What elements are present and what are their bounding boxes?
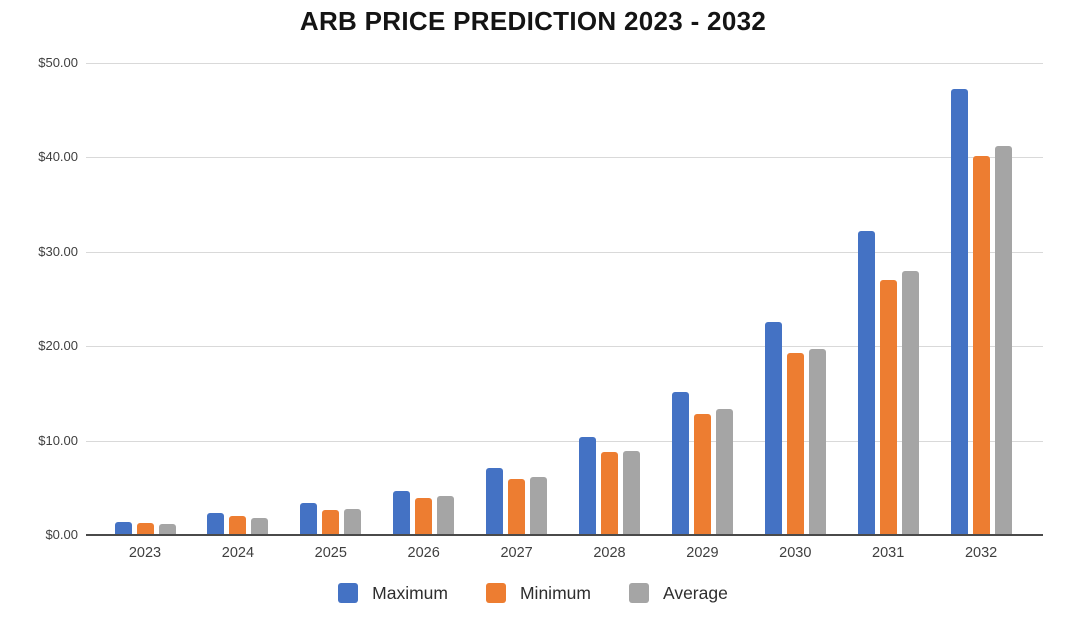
gridline [86,440,1043,442]
y-tick-label: $40.00 [38,149,78,165]
bar-average-2024 [251,518,269,535]
gridline [86,63,1043,64]
y-tick-label: $0.00 [45,527,78,542]
x-tick-label: 2030 [779,545,812,561]
bar-minimum-2029 [693,414,711,535]
y-tick-label: $50.00 [38,55,78,70]
bar-minimum-2025 [322,509,340,535]
bar-maximum-2026 [393,491,411,535]
x-axis-line [86,534,1043,536]
bar-average-2028 [623,450,640,535]
bar-minimum-2024 [229,516,247,535]
gridline [86,251,1043,253]
legend-label-minimum: Minimum [519,582,591,603]
x-tick-label: 2025 [314,545,347,561]
bar-minimum-2030 [786,352,804,535]
bar-minimum-2026 [415,498,433,535]
bar-maximum-2027 [486,467,504,535]
x-tick-label: 2029 [686,545,719,561]
legend-item-maximum: Maximum [338,583,448,604]
bar-average-2025 [344,508,362,535]
plot-area [86,63,1043,535]
x-tick-label: 2024 [221,545,255,561]
bar-minimum-2032 [972,155,990,535]
minimum-series-swatch-icon [485,583,506,603]
legend-label-maximum: Maximum [372,582,448,603]
y-tick-label: $30.00 [38,243,78,259]
x-tick-label: 2031 [872,545,905,561]
x-tick-label: 2026 [407,545,440,561]
average-series-swatch-icon [628,583,649,603]
bar-average-2032 [994,146,1012,535]
bar-minimum-2023 [136,522,154,535]
x-tick-label: 2032 [964,545,998,561]
bar-maximum-2028 [579,437,596,535]
bar-maximum-2031 [857,231,875,535]
x-tick-label: 2028 [593,545,626,561]
legend-item-minimum: Minimum [485,582,591,604]
bar-average-2026 [437,496,455,535]
bar-maximum-2029 [671,391,689,535]
maximum-series-swatch-icon [338,583,359,603]
chart-title: ARB PRICE PREDICTION 2023 - 2032 [299,6,767,36]
bar-average-2029 [715,408,733,535]
legend-label-average: Average [662,582,728,603]
bar-maximum-2024 [207,513,225,535]
bar-average-2027 [530,477,548,535]
bar-average-2031 [901,270,919,535]
x-tick-label: 2023 [128,545,162,561]
y-tick-label: $10.00 [38,432,78,448]
x-tick-label: 2027 [500,545,533,561]
legend: Maximum Minimum Average [0,580,1066,606]
gridline [86,157,1043,159]
legend-item-average: Average [628,582,728,604]
bar-minimum-2031 [879,280,897,535]
bar-average-2030 [808,349,826,535]
bar-maximum-2032 [950,88,968,535]
bar-maximum-2025 [300,502,318,535]
bar-average-2023 [158,524,176,535]
bar-minimum-2027 [508,479,526,535]
bar-maximum-2023 [114,522,132,535]
bar-minimum-2028 [601,451,618,535]
y-tick-label: $20.00 [38,338,78,354]
bar-maximum-2030 [764,321,782,535]
gridline [86,346,1043,348]
